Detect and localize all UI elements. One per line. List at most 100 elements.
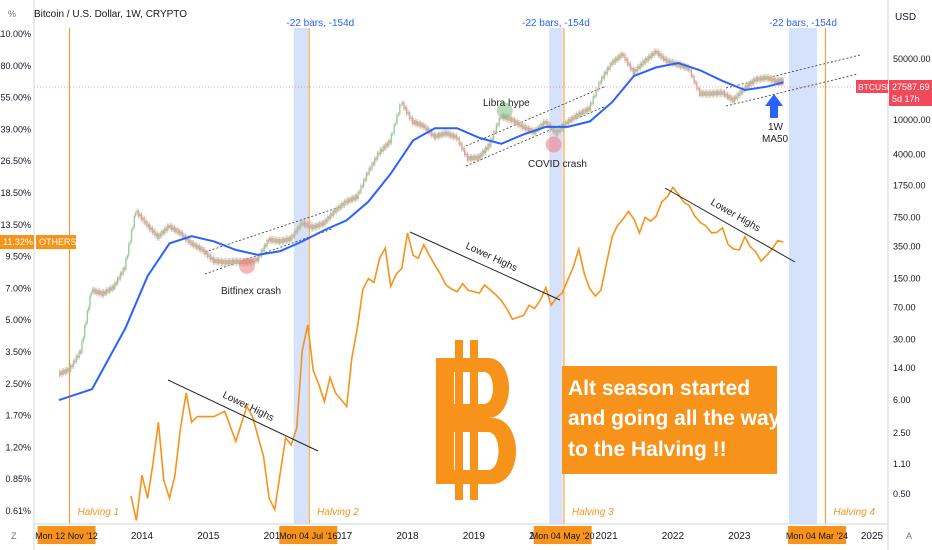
candle-body (728, 95, 730, 99)
others-d-value-tag (0, 235, 34, 250)
candle-body (399, 104, 401, 114)
candle-body (129, 241, 131, 245)
right-tick-label: 70.00 (893, 302, 916, 312)
candle-body (306, 222, 308, 228)
candle-body (350, 197, 353, 202)
candle-body (752, 78, 755, 84)
candle-body (580, 111, 582, 116)
candle-body (781, 79, 784, 84)
x-tick-label: 2017 (330, 531, 353, 542)
candle-body (82, 337, 84, 342)
candle-body (690, 69, 693, 77)
candle-body (551, 126, 553, 130)
candle-body (744, 85, 747, 91)
candle-body (318, 222, 321, 228)
candle-body (98, 290, 101, 296)
candle-body (618, 55, 621, 59)
candle-body (656, 50, 658, 54)
candle-body (114, 282, 116, 290)
halving-band (549, 28, 563, 524)
candle-body (107, 289, 109, 293)
candle-body (179, 229, 181, 236)
bars-count-label: -22 bars, -154d (769, 18, 837, 29)
candle-body (751, 80, 753, 84)
candle-body (581, 110, 583, 116)
candle-body (483, 150, 485, 154)
red-circle-marker (238, 257, 255, 274)
candle-body (295, 230, 297, 234)
candle-body (780, 79, 783, 84)
date-tag-text: Mon 04 May '20 (531, 531, 595, 541)
candle-body (555, 129, 557, 136)
candle-body (526, 126, 528, 131)
candle-body (382, 146, 384, 152)
candle-body (103, 290, 105, 296)
candle-body (379, 148, 382, 155)
candle-body (592, 95, 595, 104)
candle-body (86, 310, 89, 323)
bottom-right-label[interactable]: A (906, 531, 912, 541)
candle-body (499, 117, 502, 119)
candle-body (198, 245, 200, 251)
candle-body (422, 123, 424, 129)
candle-body (266, 239, 268, 247)
candle-body (316, 223, 318, 229)
candle-body (367, 173, 369, 175)
candle-body (396, 114, 398, 124)
candle-body (668, 59, 671, 65)
right-tick-label: 2.50 (893, 428, 911, 438)
candle-body (161, 230, 163, 237)
candle-body (433, 133, 435, 139)
candle-body (458, 137, 460, 145)
candle-body (696, 81, 698, 90)
red-circle-marker (545, 136, 562, 153)
left-tick-label: 80.00% (0, 61, 31, 71)
candle-body (614, 57, 617, 63)
candle-body (612, 59, 614, 66)
candle-body (72, 360, 75, 368)
candle-body (721, 90, 723, 95)
candle-body (119, 272, 122, 280)
candle-body (177, 229, 180, 234)
candle-body (654, 50, 657, 54)
date-tag (279, 526, 338, 544)
candle-body (513, 118, 516, 124)
candle-body (293, 230, 296, 237)
bars-count-label: -22 bars, -154d (286, 18, 354, 29)
date-tag (788, 526, 847, 544)
candle-body (692, 75, 694, 77)
candle-body (269, 237, 271, 242)
candle-body (710, 91, 712, 96)
candle-body (425, 125, 427, 131)
candle-body (434, 134, 437, 139)
libra-hype-label: Libra hype (483, 98, 530, 109)
left-tick-label: 39.00% (0, 124, 31, 134)
candle-body (159, 233, 162, 237)
candle-body (158, 233, 160, 240)
right-tick-label: 10000.00 (893, 115, 931, 125)
candle-body (400, 104, 402, 106)
candle-body (310, 224, 312, 229)
candle-body (490, 138, 492, 147)
candle-body (401, 102, 404, 105)
bottom-left-label[interactable]: Z (11, 531, 17, 541)
candle-body (523, 125, 525, 130)
candle-body (737, 93, 740, 97)
candle-body (492, 131, 495, 140)
alt-season-callout-box (562, 366, 777, 474)
halving-band (293, 28, 309, 524)
halving-band (788, 28, 818, 524)
candle-body (705, 91, 708, 96)
candle-body (356, 195, 358, 200)
candle-body (544, 120, 546, 124)
candle-body (211, 257, 213, 261)
candle-body (137, 210, 140, 217)
candle-body (716, 90, 719, 96)
btcusd-price-text: 27587.69 (892, 82, 930, 92)
candle-body (711, 91, 713, 96)
candle-body (599, 82, 601, 84)
candle-body (317, 223, 319, 228)
candle-body (186, 237, 188, 241)
candle-body (68, 367, 71, 372)
